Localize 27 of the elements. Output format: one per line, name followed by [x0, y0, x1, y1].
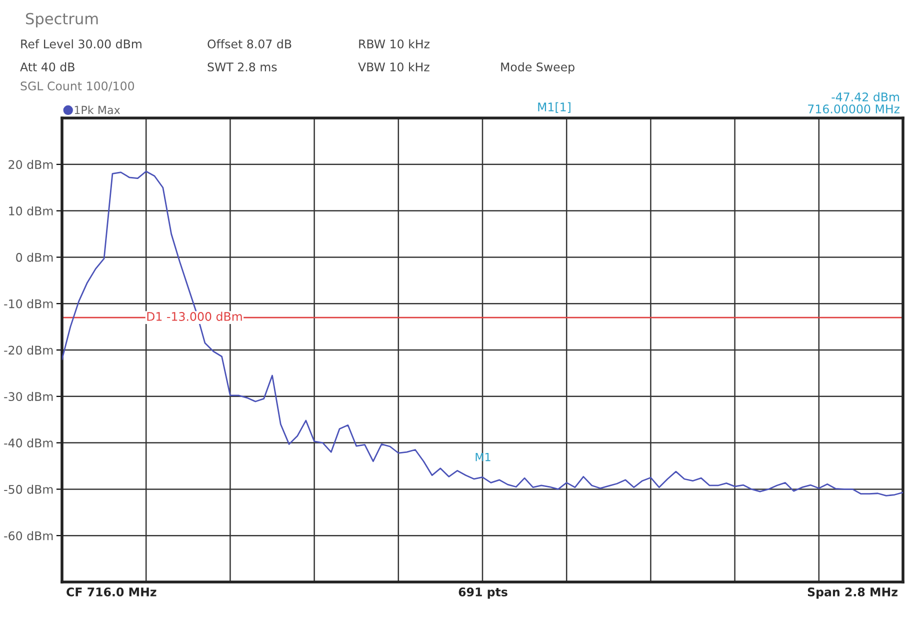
text: RBW 10 kHz: [359, 39, 430, 48]
ref-line-label: D1 -13.000 dBm: [147, 312, 242, 321]
text: CF 716.0 MHz: [66, 587, 156, 596]
y-tick-label: -10 dBm: [4, 299, 53, 308]
text: Offset 8.07 dB: [208, 39, 292, 48]
y-tick-label: -40 dBm: [4, 438, 53, 448]
text: Ref Level 30.00 dBm: [21, 39, 142, 48]
chart-title: Spectrum: [26, 12, 98, 28]
y-tick-label: 20 dBm: [8, 160, 53, 170]
y-tick-label: 0 dBm: [16, 252, 53, 262]
line-series: [62, 170, 903, 496]
text: VBW 10 kHz: [358, 62, 430, 72]
y-tick-label: -50 dBm: [4, 484, 53, 494]
text: 691 pts: [458, 588, 508, 599]
y-tick-label: -20 dBm: [4, 346, 53, 355]
y-tick-label: -30 dBm: [4, 392, 53, 402]
text: M1[1]: [538, 102, 570, 113]
text: SWT 2.8 ms: [208, 62, 277, 72]
text: 716.00000 MHz: [808, 104, 900, 114]
text: Att 40 dB: [20, 62, 74, 72]
text: Mode Sweep: [501, 62, 574, 74]
text: Span 2.8 MHz: [808, 587, 898, 599]
y-tick-label: -60 dBm: [4, 531, 53, 540]
y-tick-label: 10 dBm: [9, 206, 53, 216]
legend-label: 1Pk Max: [74, 106, 120, 114]
text: SGL Count 100/100: [20, 81, 134, 92]
text: -47.42 dBm: [832, 92, 899, 102]
